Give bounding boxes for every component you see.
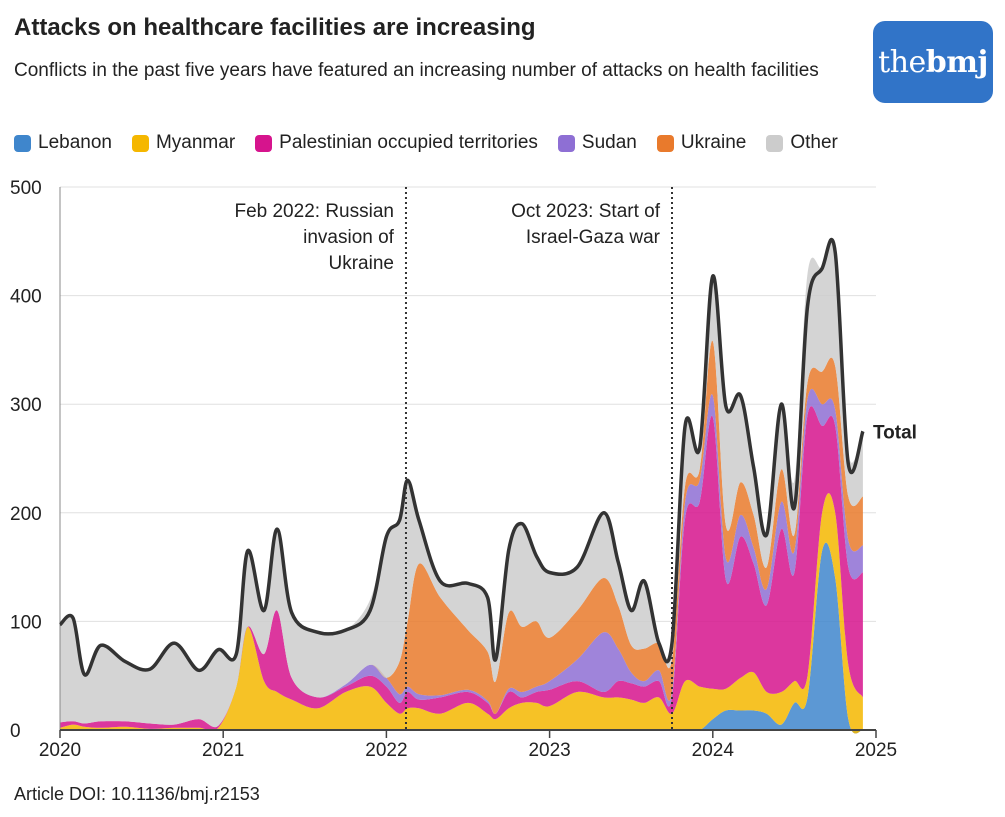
legend-label-ukraine: Ukraine — [680, 132, 747, 153]
area-ukraine — [60, 340, 863, 728]
annotation-text-0-1: invasion of — [303, 227, 395, 248]
legend-swatch-lebanon — [14, 134, 31, 152]
annotation-text-0-2: Ukraine — [328, 253, 393, 274]
article-doi: Article DOI: 10.1136/bmj.r2153 — [14, 784, 260, 804]
legend-item-ukraine: Ukraine — [656, 132, 747, 154]
legend-swatch-ukraine — [656, 134, 674, 152]
annotation-text-0-0: Feb 2022: Russian — [234, 201, 394, 222]
chart-subtitle: Conflicts in the past five years have fe… — [14, 60, 819, 81]
y-tick-label-200: 200 — [10, 504, 42, 525]
legend-label-lebanon: Lebanon — [38, 132, 112, 153]
area-myanmar — [60, 493, 863, 734]
x-tick-label-2024: 2024 — [692, 740, 735, 761]
x-tick-label-2021: 2021 — [202, 740, 244, 761]
y-tick-label-400: 400 — [10, 287, 42, 308]
stacked-area-chart: 0 100 200 300 400 500 2020 2021 2022 2023 2024 2025… — [10, 178, 917, 761]
legend-item-palestinian: Palestinian occupied territories — [255, 132, 538, 154]
legend-swatch-sudan — [557, 134, 575, 152]
legend-item-other: Other — [766, 132, 838, 154]
annotation-text-1-0: Oct 2023: Start of — [511, 201, 661, 222]
y-tick-label-300: 300 — [10, 395, 42, 416]
chart-title: Attacks on healthcare facilities are inc… — [14, 14, 536, 41]
x-tick-label-2020: 2020 — [39, 740, 81, 761]
y-tick-label-100: 100 — [10, 612, 42, 633]
legend-swatch-palestinian — [255, 134, 273, 152]
y-tick-label-0: 0 — [10, 721, 21, 742]
legend-label-other: Other — [790, 132, 838, 153]
legend-item-myanmar: Myanmar — [131, 132, 236, 154]
x-tick-label-2022: 2022 — [365, 740, 407, 761]
x-tick-label-2023: 2023 — [528, 740, 570, 761]
bmj-logo: the bmj — [873, 21, 993, 103]
legend-swatch-other — [766, 134, 784, 152]
legend-item-lebanon: Lebanon — [14, 132, 112, 154]
total-line — [58, 237, 865, 677]
area-palestinian-occupied-territories — [60, 406, 863, 731]
annotation-text-1-1: Israel-Gaza war — [526, 227, 661, 248]
legend: Lebanon Myanmar Palestinian occupied ter… — [14, 132, 838, 154]
total-series-label: Total — [873, 422, 917, 443]
y-tick-label-500: 500 — [10, 178, 42, 199]
legend-item-sudan: Sudan — [557, 132, 637, 154]
x-tick-label-2025: 2025 — [855, 740, 897, 761]
legend-label-palestinian: Palestinian occupied territories — [279, 132, 538, 153]
legend-label-sudan: Sudan — [581, 132, 637, 153]
legend-swatch-myanmar — [131, 134, 149, 152]
legend-label-myanmar: Myanmar — [155, 132, 236, 153]
